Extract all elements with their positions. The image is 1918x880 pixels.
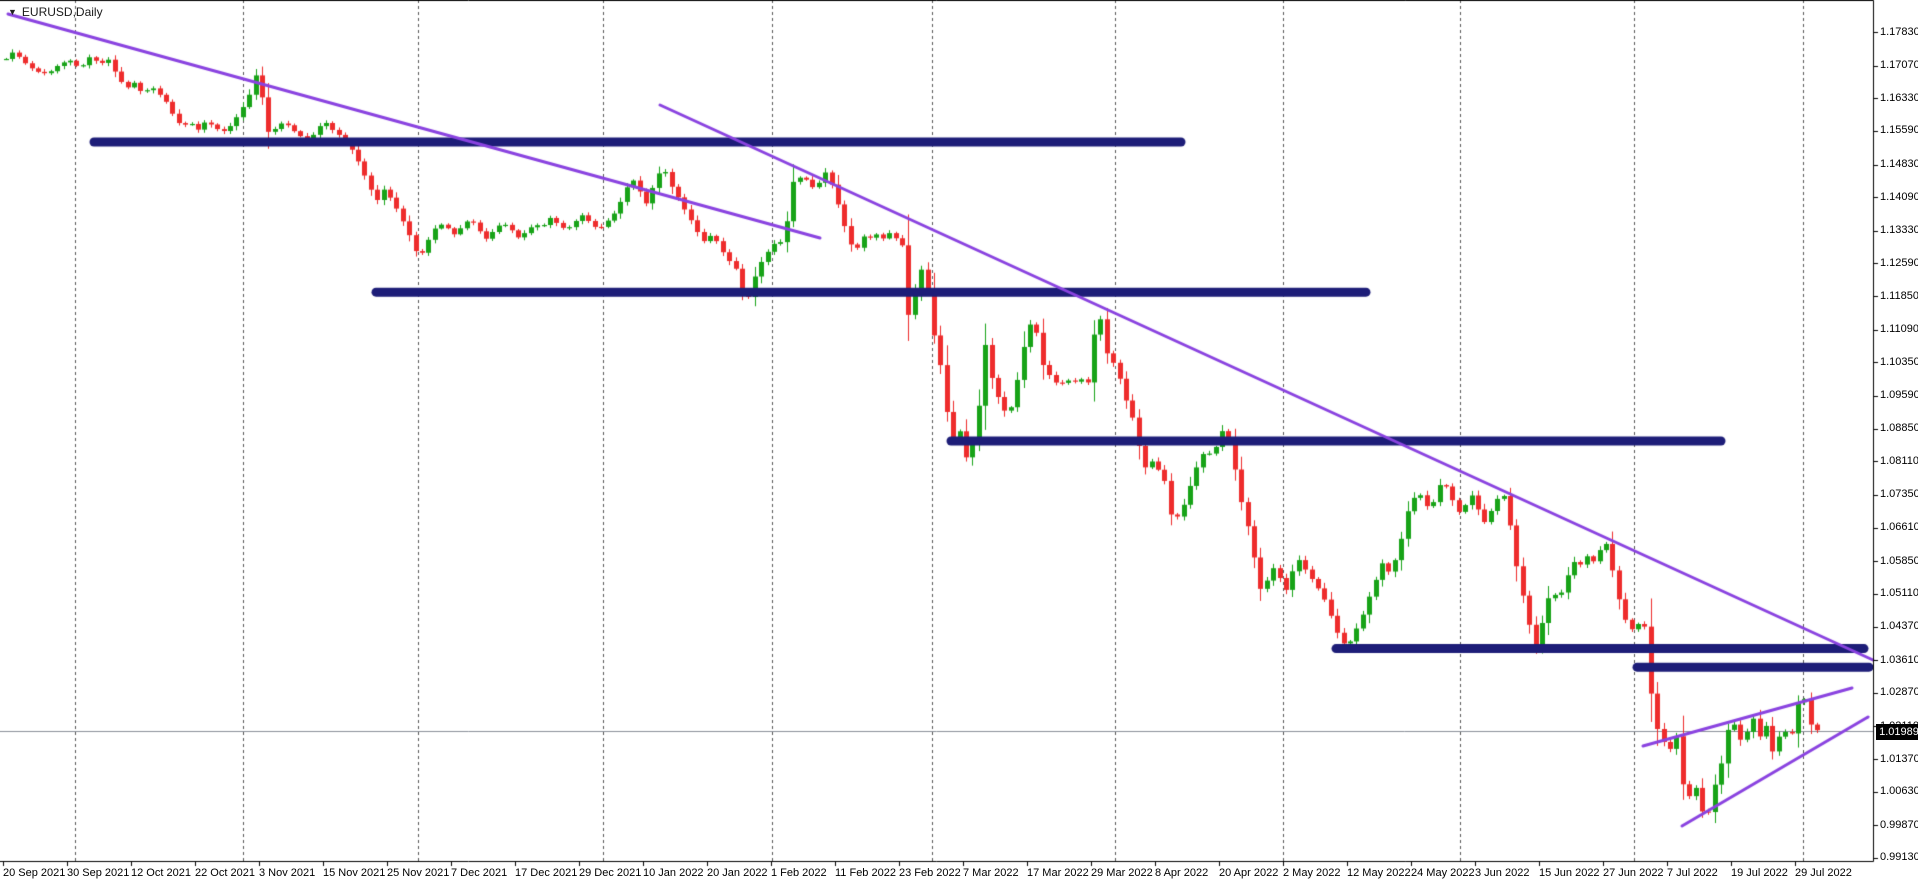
date-tick-label: 20 Jan 2022	[707, 867, 768, 879]
date-tick-label: 7 Jul 2022	[1667, 867, 1718, 879]
date-tick-label: 17 Mar 2022	[1027, 867, 1089, 879]
date-tick-label: 19 Jul 2022	[1731, 867, 1788, 879]
date-tick-label: 25 Nov 2021	[387, 867, 450, 879]
price-tick-label: 1.12590	[1880, 256, 1918, 269]
price-tick-label: 0.99130	[1880, 851, 1918, 864]
date-tick-label: 2 May 2022	[1283, 867, 1341, 879]
date-tick-label: 22 Oct 2021	[195, 867, 255, 879]
chart-symbol-title: ▼ EURUSD,Daily	[8, 5, 103, 19]
price-tick-label: 0.99870	[1880, 818, 1918, 831]
symbol-title-text: EURUSD,Daily	[21, 5, 103, 19]
price-tick-label: 1.10350	[1880, 355, 1918, 368]
price-tick-label: 1.03610	[1880, 653, 1918, 666]
date-tick-label: 23 Feb 2022	[899, 867, 961, 879]
price-tick-label: 1.06610	[1880, 521, 1918, 534]
price-tick-label: 1.16330	[1880, 91, 1918, 104]
date-tick-label: 11 Feb 2022	[835, 867, 896, 879]
price-tick-label: 1.09590	[1880, 389, 1918, 402]
symbol-marker-icon: ▼	[8, 6, 17, 17]
date-tick-label: 24 May 2022	[1411, 867, 1475, 879]
price-tick-label: 1.02870	[1880, 686, 1918, 699]
price-tick-label: 1.14830	[1880, 158, 1918, 170]
price-tick-label: 1.17830	[1880, 25, 1918, 38]
date-tick-label: 7 Dec 2021	[451, 867, 508, 879]
date-tick-label: 12 May 2022	[1347, 867, 1411, 879]
price-tick-label: 1.13330	[1880, 224, 1918, 237]
date-tick-label: 1 Feb 2022	[771, 867, 827, 879]
price-tick-label: 1.04370	[1880, 620, 1918, 633]
date-tick-label: 29 Jul 2022	[1795, 867, 1852, 879]
date-tick-label: 15 Nov 2021	[323, 867, 386, 879]
price-tick-label: 1.00630	[1880, 785, 1918, 798]
price-tick-label: 1.08850	[1880, 422, 1918, 435]
price-tick-label: 1.11850	[1880, 289, 1918, 302]
price-tick-label: 1.17070	[1880, 59, 1918, 72]
date-tick-label: 3 Nov 2021	[259, 867, 316, 879]
price-tick-label: 1.15590	[1880, 124, 1918, 137]
date-tick-label: 27 Jun 2022	[1603, 867, 1664, 879]
price-tick-label: 1.08110	[1880, 454, 1918, 467]
date-tick-label: 12 Oct 2021	[131, 867, 191, 879]
date-tick-label: 20 Apr 2022	[1219, 867, 1279, 879]
date-tick-label: 10 Jan 2022	[643, 867, 704, 879]
date-tick-label: 17 Dec 2021	[515, 867, 578, 879]
current-price-label: 1.01989	[1876, 723, 1918, 740]
date-tick-label: 20 Sep 2021	[3, 867, 66, 879]
price-tick-label: 1.05110	[1880, 587, 1918, 600]
price-tick-label: 1.11090	[1880, 323, 1918, 336]
date-tick-label: 3 Jun 2022	[1475, 867, 1530, 879]
price-tick-label: 1.01370	[1880, 752, 1918, 765]
price-tick-label: 1.05850	[1880, 554, 1918, 567]
date-tick-label: 7 Mar 2022	[963, 867, 1019, 879]
price-tick-label: 1.14090	[1880, 190, 1918, 203]
date-tick-label: 15 Jun 2022	[1539, 867, 1600, 879]
price-tick-label: 1.07350	[1880, 488, 1918, 501]
date-tick-label: 8 Apr 2022	[1155, 867, 1209, 879]
date-tick-label: 29 Dec 2021	[579, 867, 642, 879]
date-tick-label: 30 Sep 2021	[67, 867, 130, 879]
date-tick-label: 29 Mar 2022	[1091, 867, 1153, 879]
